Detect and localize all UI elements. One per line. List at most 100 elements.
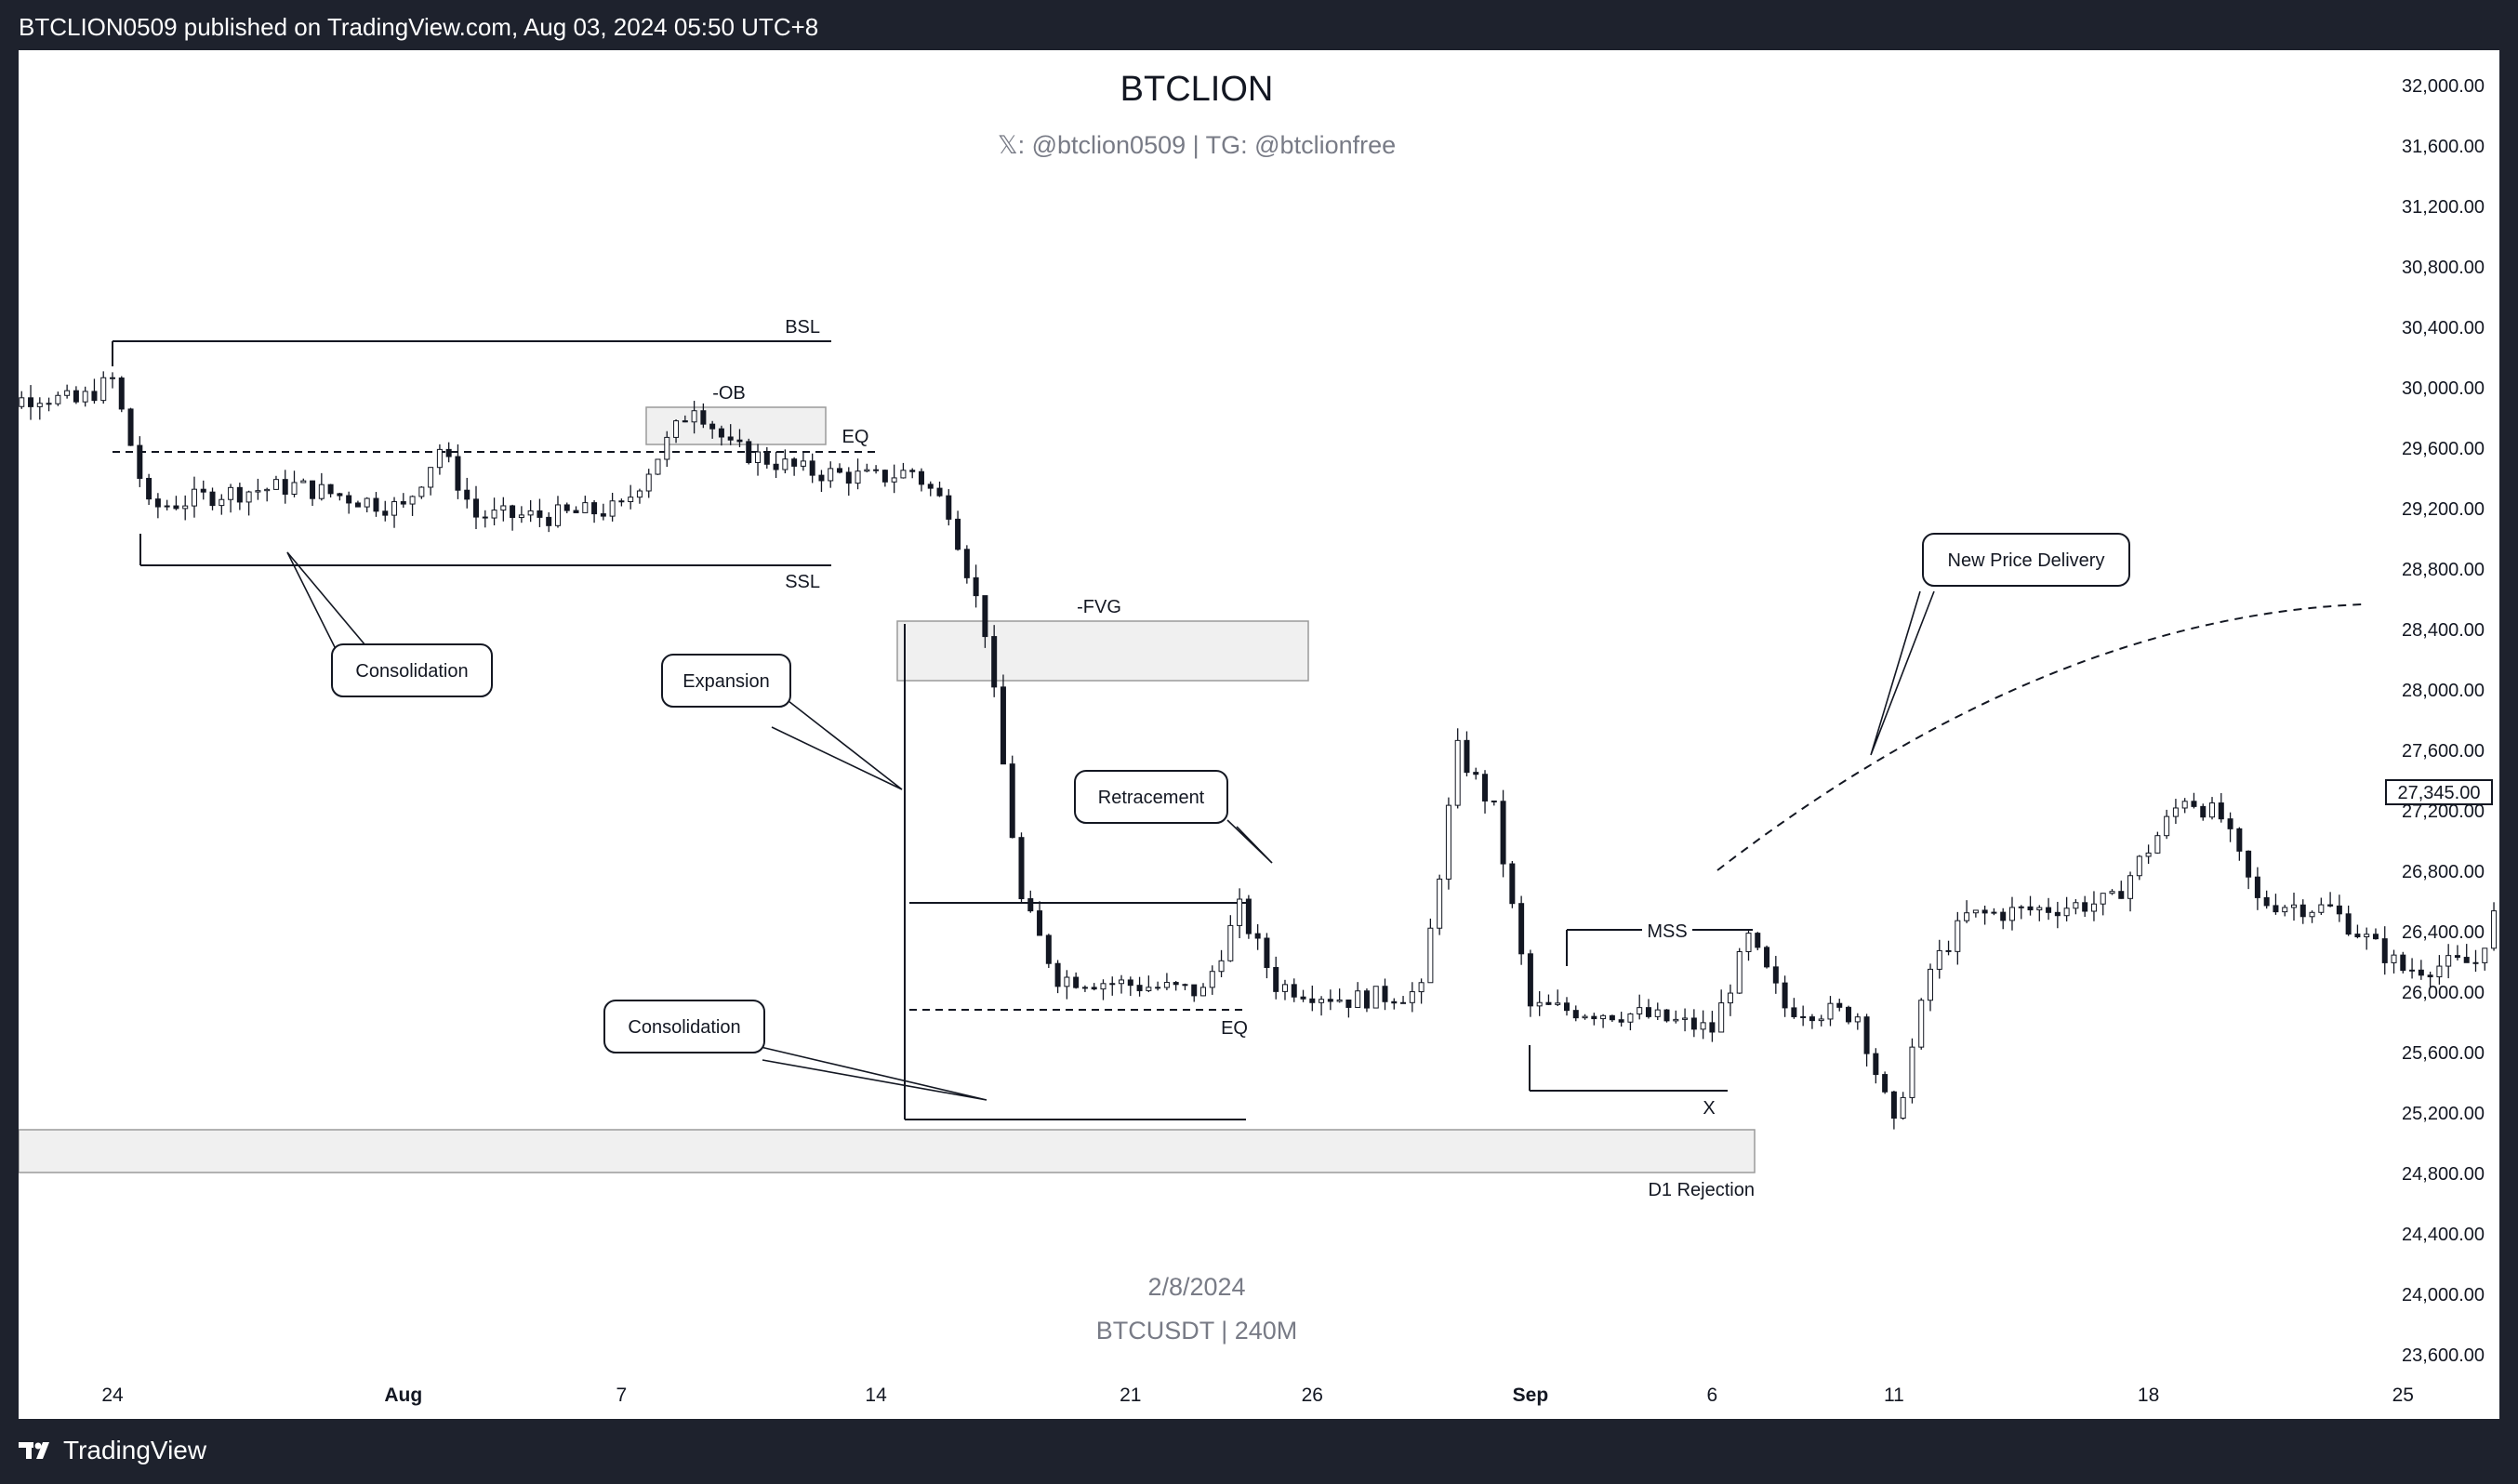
candle-body	[645, 473, 652, 492]
candle-body	[2027, 906, 2034, 911]
candle-body	[1627, 1013, 1634, 1023]
candle-body	[800, 460, 806, 467]
candle-body	[100, 377, 107, 402]
x-tick-label: 14	[865, 1385, 887, 1406]
candle-body	[2154, 835, 2161, 854]
price-axis[interactable]: 32,000.00 31,600.00 31,200.00 30,800.00 30,4…	[2402, 76, 2485, 1366]
candle-body	[1972, 909, 1979, 914]
y-tick-label: 29,200.00	[2402, 499, 2485, 520]
y-tick-label: 31,600.00	[2402, 137, 2485, 157]
x-tick-label: 11	[1884, 1385, 1904, 1406]
candle-body	[1700, 1022, 1706, 1030]
candle-body	[527, 510, 534, 516]
candle-body	[173, 505, 179, 510]
candle-body	[837, 468, 842, 473]
candle-body	[1146, 987, 1152, 991]
candle-body	[2054, 911, 2061, 917]
chart-area[interactable]: BTCLION 𝕏: @btclion0509 | TG: @btclionfr…	[0, 50, 2515, 1419]
candle-body	[346, 495, 352, 504]
candle-body	[1991, 911, 1997, 914]
chart-subtitle: 𝕏: @btclion0509 | TG: @btclionfree	[998, 131, 1396, 159]
candle-body	[855, 470, 861, 484]
candle-body	[400, 501, 406, 505]
candle-body	[2227, 818, 2233, 829]
candle-body	[1836, 1002, 1843, 1008]
candle-body	[982, 595, 988, 638]
candle-body	[691, 410, 697, 423]
candle-body	[1663, 1009, 1670, 1022]
d1-rejection-zone	[18, 1129, 1756, 1173]
candle-body	[1227, 924, 1234, 961]
candle-body	[909, 470, 916, 472]
candle-body	[2327, 904, 2334, 907]
candle-body	[1745, 933, 1752, 952]
y-tick-label: 30,000.00	[2402, 378, 2485, 399]
watermark-date: 2/8/2024	[1147, 1273, 1245, 1301]
candle-body	[1418, 982, 1425, 993]
candle-body	[364, 497, 370, 508]
callout-retracement: Retracement	[1074, 770, 1273, 864]
candle-body	[2063, 908, 2070, 917]
tradingview-logo[interactable]: TradingView	[19, 1436, 206, 1465]
y-tick-label: 31,200.00	[2402, 197, 2485, 218]
current-price-label: 27,345.00	[2398, 783, 2481, 803]
candle-body	[946, 495, 952, 520]
chart-canvas[interactable]: BTCLION 𝕏: @btclion0509 | TG: @btclionfr…	[0, 50, 2515, 1419]
candle-body	[219, 498, 225, 507]
candle-body	[1755, 933, 1761, 948]
candle-body	[1928, 968, 1933, 1001]
y-tick-label: 24,000.00	[2402, 1285, 2485, 1305]
candle-body	[1191, 984, 1198, 997]
candle-body	[2418, 969, 2424, 976]
eq-bottom-label: EQ	[1221, 1018, 1248, 1039]
candle-body	[2018, 906, 2024, 908]
candle-body	[1081, 987, 1088, 989]
candle-body	[282, 479, 288, 496]
callout-consolidation-1-label: Consolidation	[355, 661, 468, 682]
candle-body	[28, 397, 34, 407]
candle-body	[1273, 967, 1279, 992]
x-tick-label: 6	[1707, 1385, 1718, 1406]
candle-body	[1409, 991, 1415, 1003]
callout-consolidation-2: Consolidation	[603, 1000, 987, 1101]
candle-body	[2082, 902, 2088, 912]
candle-body	[2236, 828, 2243, 852]
candle-body	[1645, 1007, 1651, 1017]
y-tick-label: 26,800.00	[2402, 862, 2485, 882]
candle-body	[2273, 905, 2279, 913]
y-tick-label: 28,000.00	[2402, 681, 2485, 701]
candle-body	[736, 439, 743, 443]
candle-body	[1518, 903, 1525, 955]
candle-body	[1136, 985, 1143, 991]
candle-body	[2400, 954, 2406, 972]
x-tick-label: 7	[616, 1385, 628, 1406]
candle-body	[1173, 982, 1179, 986]
candle-body	[845, 471, 852, 484]
x-tick-label: 21	[1120, 1385, 1141, 1406]
candle-body	[354, 502, 361, 508]
candle-body	[755, 451, 762, 464]
y-tick-label: 27,600.00	[2402, 741, 2485, 762]
candle-body	[1536, 1001, 1543, 1007]
candle-body	[182, 505, 189, 510]
candle-body	[664, 436, 670, 460]
candle-body	[618, 500, 625, 503]
time-axis[interactable]: 24Aug7142126Sep6111825Oct	[101, 1385, 2499, 1406]
candle-body	[1718, 1002, 1725, 1033]
candle-body	[1582, 1015, 1588, 1019]
candle-body	[409, 496, 416, 505]
candle-body	[1000, 686, 1006, 765]
candle-body	[154, 498, 161, 508]
candle-body	[963, 549, 970, 578]
y-tick-label: 28,800.00	[2402, 560, 2485, 580]
candle-body	[1064, 976, 1070, 987]
candle-body	[1637, 1007, 1643, 1014]
candle-body	[436, 448, 443, 469]
candle-body	[2046, 907, 2052, 913]
candle-body	[1309, 998, 1316, 1003]
candle-body	[1127, 979, 1133, 987]
callout-new-price-delivery-label: New Price Delivery	[1948, 550, 2105, 571]
candle-body	[2191, 801, 2197, 807]
candle-body	[1209, 971, 1215, 988]
bsl-label: BSL	[785, 317, 820, 338]
